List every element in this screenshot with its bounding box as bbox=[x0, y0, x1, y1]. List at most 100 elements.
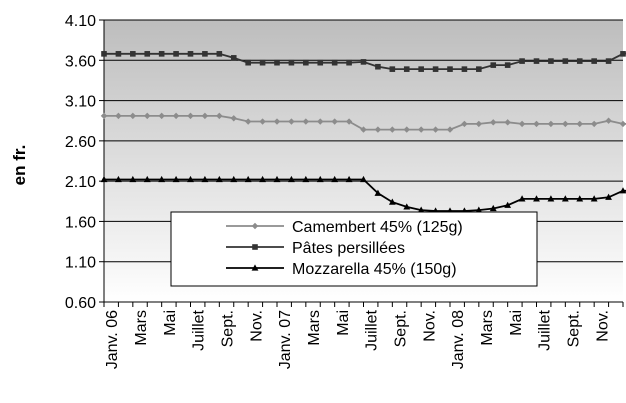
data-point bbox=[331, 59, 338, 66]
data-point bbox=[548, 58, 554, 64]
data-point bbox=[201, 175, 209, 183]
data-point bbox=[489, 204, 497, 212]
y-tick-label: 3.10 bbox=[65, 94, 96, 111]
data-point bbox=[389, 126, 396, 133]
data-point bbox=[605, 193, 612, 200]
data-point bbox=[561, 195, 569, 202]
data-point bbox=[518, 195, 526, 202]
data-point bbox=[576, 120, 583, 128]
data-point bbox=[360, 175, 367, 183]
data-point bbox=[130, 51, 136, 57]
data-point bbox=[288, 175, 295, 183]
data-point bbox=[446, 126, 454, 133]
x-tick-label: Nov. bbox=[248, 310, 265, 342]
x-tick-label: Mai bbox=[335, 310, 352, 336]
data-point bbox=[519, 58, 525, 64]
data-point bbox=[288, 59, 295, 66]
legend-item: Camembert 45% (125g) bbox=[226, 219, 463, 236]
data-point bbox=[144, 51, 151, 57]
x-tick-label: Sept. bbox=[566, 310, 583, 347]
data-point bbox=[115, 112, 122, 120]
data-point bbox=[144, 112, 151, 120]
data-point bbox=[216, 51, 223, 57]
x-tick-label: Mars bbox=[479, 310, 496, 346]
data-point bbox=[461, 120, 468, 128]
x-tick-label: Mai bbox=[508, 310, 525, 336]
data-point bbox=[158, 175, 166, 183]
data-point bbox=[417, 206, 425, 213]
data-point bbox=[533, 120, 540, 128]
data-point bbox=[201, 112, 209, 120]
data-point bbox=[172, 112, 180, 120]
series-diamond bbox=[100, 112, 626, 133]
x-tick-label: Sept. bbox=[393, 310, 410, 347]
data-point bbox=[533, 195, 540, 202]
x-tick-label: Juillet bbox=[364, 309, 381, 350]
x-tick-label: Nov. bbox=[594, 310, 611, 342]
data-point bbox=[158, 51, 165, 57]
data-point bbox=[143, 175, 151, 183]
data-point bbox=[432, 126, 439, 133]
data-point bbox=[273, 175, 281, 183]
x-tick-label: Janv. 07 bbox=[277, 310, 294, 369]
data-point bbox=[403, 126, 410, 133]
data-point bbox=[547, 195, 555, 202]
x-tick-label: Nov. bbox=[421, 310, 438, 342]
data-point bbox=[252, 244, 258, 250]
data-point bbox=[215, 175, 223, 183]
data-point bbox=[605, 58, 612, 64]
data-point bbox=[576, 58, 583, 64]
data-point bbox=[504, 119, 511, 126]
data-point bbox=[187, 51, 194, 57]
data-point bbox=[447, 66, 453, 72]
data-point bbox=[115, 51, 122, 57]
data-point bbox=[490, 119, 497, 126]
data-point bbox=[374, 126, 382, 133]
data-point bbox=[101, 51, 107, 57]
data-point bbox=[230, 175, 238, 183]
data-point bbox=[490, 62, 497, 68]
legend-item: Mozzarella 45% (150g) bbox=[226, 261, 457, 278]
data-point bbox=[317, 59, 324, 66]
data-point bbox=[303, 59, 309, 66]
data-point bbox=[547, 120, 555, 128]
x-tick-label: Juillet bbox=[537, 309, 554, 350]
y-tick-label: 1.60 bbox=[65, 214, 96, 231]
data-point bbox=[100, 175, 108, 183]
data-point bbox=[418, 66, 424, 72]
y-tick-label: 4.10 bbox=[65, 13, 96, 30]
data-point bbox=[619, 120, 626, 128]
data-point bbox=[403, 203, 411, 210]
data-point bbox=[403, 66, 410, 72]
data-point bbox=[345, 118, 353, 125]
data-point bbox=[317, 118, 324, 125]
data-point bbox=[504, 62, 511, 68]
legend-box bbox=[170, 211, 538, 287]
data-point bbox=[345, 175, 353, 183]
data-point bbox=[316, 175, 324, 183]
data-point bbox=[533, 58, 540, 64]
series-triangle bbox=[100, 175, 626, 214]
data-point bbox=[288, 118, 295, 125]
data-point bbox=[259, 175, 266, 183]
data-point bbox=[230, 55, 237, 61]
data-point bbox=[620, 51, 626, 57]
y-tick-label: 2.60 bbox=[65, 134, 96, 151]
data-point bbox=[476, 66, 482, 72]
data-point bbox=[230, 115, 237, 122]
data-point bbox=[375, 63, 381, 70]
data-point bbox=[590, 120, 598, 128]
x-tick-label: Janv. 06 bbox=[104, 310, 121, 369]
data-point bbox=[202, 51, 208, 57]
legend-label: Mozzarella 45% (150g) bbox=[292, 261, 457, 278]
data-point bbox=[302, 175, 310, 183]
data-point bbox=[129, 112, 137, 120]
data-point bbox=[346, 59, 352, 66]
data-point bbox=[518, 120, 526, 128]
x-tick-label: Mars bbox=[133, 310, 150, 346]
data-point bbox=[273, 118, 281, 125]
legend-label: Camembert 45% (125g) bbox=[292, 219, 463, 236]
data-point bbox=[245, 59, 251, 66]
data-point bbox=[504, 201, 512, 208]
